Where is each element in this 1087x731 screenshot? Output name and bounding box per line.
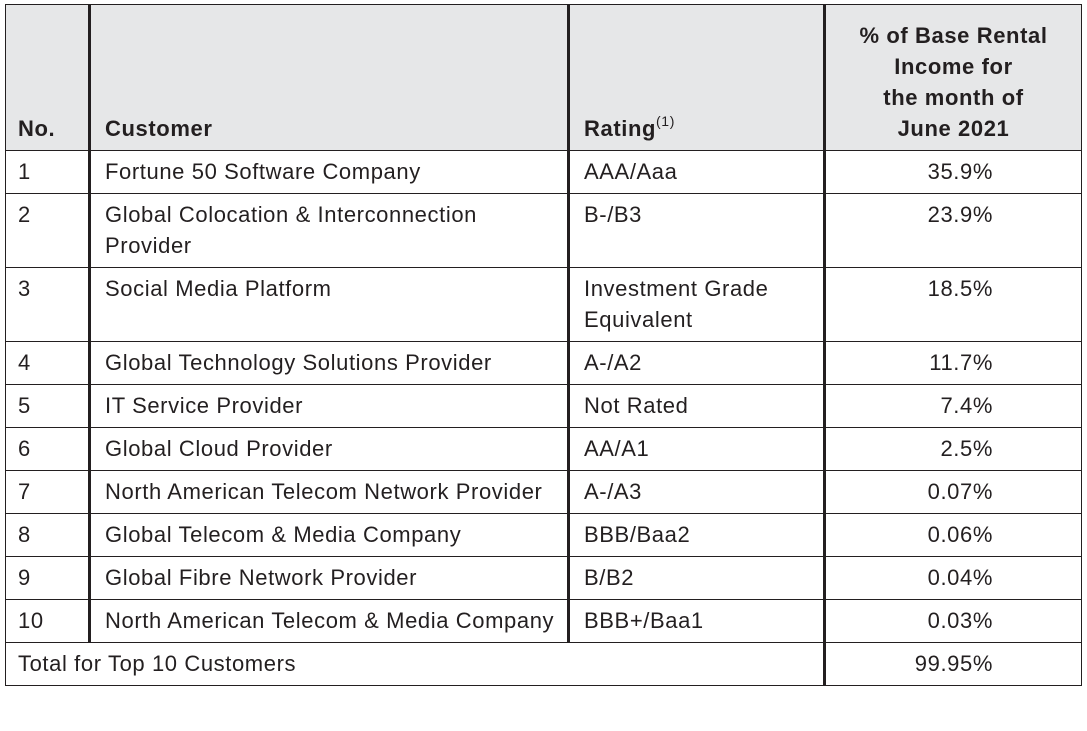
top-customers-table: No. Customer Rating(1) % of Base Rental …	[5, 4, 1082, 686]
header-rating: Rating(1)	[567, 4, 825, 151]
row-customer: Global Technology Solutions Provider	[88, 341, 569, 385]
header-rating-footnote: (1)	[656, 113, 675, 129]
row-no: 5	[5, 384, 90, 428]
header-pct-line3: the month of	[883, 85, 1024, 110]
row-customer: North American Telecom & Media Company	[88, 599, 569, 643]
table-row: 1 Fortune 50 Software Company AAA/Aaa 35…	[5, 150, 1082, 194]
row-no: 4	[5, 341, 90, 385]
row-rating: A-/A2	[567, 341, 825, 385]
row-pct: 0.06%	[823, 513, 1082, 557]
row-rating: B-/B3	[567, 193, 825, 268]
table-row: 8 Global Telecom & Media Company BBB/Baa…	[5, 513, 1082, 557]
row-no: 2	[5, 193, 90, 268]
row-rating: AA/A1	[567, 427, 825, 471]
row-customer: Global Cloud Provider	[88, 427, 569, 471]
row-rating: BBB+/Baa1	[567, 599, 825, 643]
row-rating: Investment Grade Equivalent	[567, 267, 825, 342]
row-pct: 0.07%	[823, 470, 1082, 514]
row-customer: Global Colocation & Interconnection Prov…	[88, 193, 569, 268]
row-customer: Global Fibre Network Provider	[88, 556, 569, 600]
row-no: 9	[5, 556, 90, 600]
total-row: Total for Top 10 Customers 99.95%	[5, 642, 1082, 686]
row-pct: 7.4%	[823, 384, 1082, 428]
row-pct: 23.9%	[823, 193, 1082, 268]
row-no: 6	[5, 427, 90, 471]
row-pct: 11.7%	[823, 341, 1082, 385]
header-row: No. Customer Rating(1) % of Base Rental …	[5, 4, 1082, 151]
table-row: 7 North American Telecom Network Provide…	[5, 470, 1082, 514]
table-body: 1 Fortune 50 Software Company AAA/Aaa 35…	[5, 150, 1082, 686]
table-row: 3 Social Media Platform Investment Grade…	[5, 267, 1082, 342]
table-row: 10 North American Telecom & Media Compan…	[5, 599, 1082, 643]
total-label: Total for Top 10 Customers	[5, 642, 825, 686]
row-rating: BBB/Baa2	[567, 513, 825, 557]
row-rating: B/B2	[567, 556, 825, 600]
row-customer: Global Telecom & Media Company	[88, 513, 569, 557]
row-pct: 2.5%	[823, 427, 1082, 471]
row-pct: 0.04%	[823, 556, 1082, 600]
header-rating-label: Rating	[584, 116, 657, 141]
table-row: 5 IT Service Provider Not Rated 7.4%	[5, 384, 1082, 428]
row-pct: 35.9%	[823, 150, 1082, 194]
header-no: No.	[5, 4, 90, 151]
total-pct: 99.95%	[823, 642, 1082, 686]
header-pct-base-rental: % of Base Rental Income for the month of…	[823, 4, 1082, 151]
row-pct: 0.03%	[823, 599, 1082, 643]
row-no: 1	[5, 150, 90, 194]
row-no: 10	[5, 599, 90, 643]
row-no: 8	[5, 513, 90, 557]
header-pct-line1: % of Base Rental	[859, 23, 1048, 48]
row-customer: IT Service Provider	[88, 384, 569, 428]
header-pct-line2: Income for	[894, 54, 1013, 79]
table-row: 2 Global Colocation & Interconnection Pr…	[5, 193, 1082, 268]
table-row: 9 Global Fibre Network Provider B/B2 0.0…	[5, 556, 1082, 600]
table-header: No. Customer Rating(1) % of Base Rental …	[5, 4, 1082, 151]
table-row: 4 Global Technology Solutions Provider A…	[5, 341, 1082, 385]
row-rating: Not Rated	[567, 384, 825, 428]
row-pct: 18.5%	[823, 267, 1082, 342]
row-no: 3	[5, 267, 90, 342]
row-no: 7	[5, 470, 90, 514]
header-pct-line4: June 2021	[897, 116, 1010, 141]
table-row: 6 Global Cloud Provider AA/A1 2.5%	[5, 427, 1082, 471]
row-rating: AAA/Aaa	[567, 150, 825, 194]
header-customer: Customer	[88, 4, 569, 151]
row-customer: Social Media Platform	[88, 267, 569, 342]
row-customer: Fortune 50 Software Company	[88, 150, 569, 194]
row-customer: North American Telecom Network Provider	[88, 470, 569, 514]
row-rating: A-/A3	[567, 470, 825, 514]
